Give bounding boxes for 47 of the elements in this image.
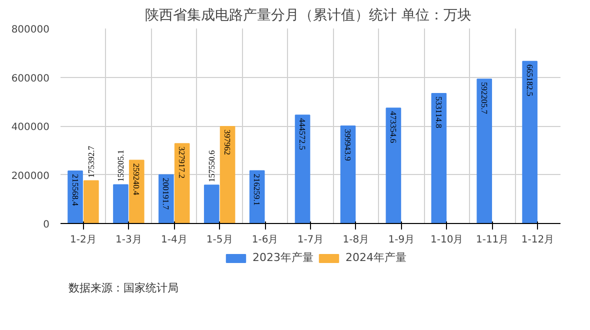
bar — [128, 160, 144, 224]
bar — [476, 78, 492, 224]
data-label: 159205.1 — [116, 150, 126, 182]
legend-label: 2024年产量 — [346, 250, 406, 265]
data-label: 200191.7 — [161, 178, 172, 210]
y-tick-label: 200000 — [11, 170, 50, 182]
data-label: 397962 — [222, 129, 233, 155]
x-tick-label: 1-10月 — [430, 234, 464, 246]
data-label: 157550.6 — [206, 150, 217, 182]
x-tick-label: 1-2月 — [70, 234, 96, 246]
data-label: 665182.5 — [524, 64, 535, 96]
x-tick-label: 1-7月 — [297, 234, 324, 246]
source-note: 数据来源：国家统计局 — [68, 282, 178, 294]
x-tick-label: 1-4月 — [160, 234, 188, 246]
data-label: 399943.9 — [343, 129, 353, 161]
bar — [522, 60, 538, 224]
chart-title: 陕西省集成电路产量分月（累计值）统计 单位：万块 — [145, 8, 472, 24]
x-tick-label: 1-6月 — [252, 234, 278, 246]
bar — [113, 184, 128, 224]
data-label: 533114.8 — [434, 96, 444, 128]
bar — [386, 108, 402, 224]
x-tick-label: 1-12月 — [521, 234, 554, 246]
legend-label: 2023年产量 — [252, 250, 314, 265]
data-label: 259240.4 — [132, 163, 142, 196]
data-label: 592205.7 — [479, 82, 490, 114]
y-tick-label: 600000 — [11, 73, 50, 84]
data-label: 215568.4 — [70, 174, 80, 207]
bar — [431, 93, 447, 224]
bar — [340, 126, 356, 224]
x-tick-label: 1-5月 — [206, 234, 233, 246]
data-label: 175392.7 — [86, 146, 96, 178]
y-tick-label: 800000 — [11, 24, 50, 36]
y-tick-label: 400000 — [11, 122, 50, 133]
x-tick-label: 1-8月 — [342, 234, 370, 246]
bar — [220, 126, 236, 224]
data-label: 216259.1 — [252, 174, 262, 206]
data-label: 327917.2 — [177, 146, 188, 178]
x-tick-label: 1-11月 — [476, 234, 509, 246]
bar — [174, 143, 190, 224]
bar — [84, 180, 99, 224]
bar — [294, 114, 310, 224]
data-label: 444572.5 — [298, 118, 308, 150]
x-tick-label: 1-3月 — [116, 234, 142, 246]
y-tick-label: 0 — [43, 220, 50, 230]
data-label: 473354.6 — [388, 111, 398, 143]
bar — [204, 184, 220, 224]
x-tick-label: 1-9月 — [388, 234, 415, 246]
